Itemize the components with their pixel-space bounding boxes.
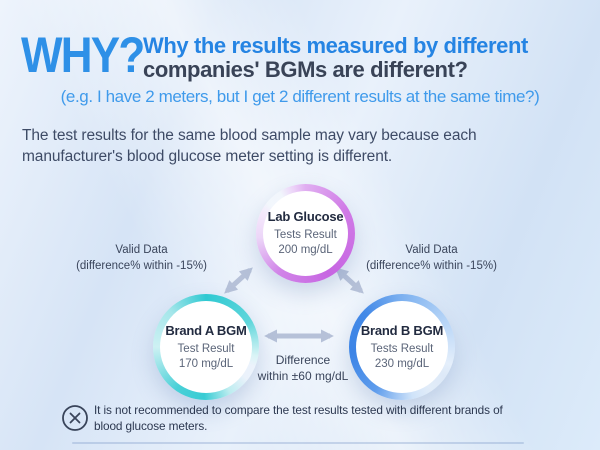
node-result-label: Tests Result	[274, 229, 337, 242]
note-text: It is not recommended to compare the tes…	[94, 403, 503, 434]
valid-data-right-line-1: Valid Data	[405, 244, 458, 256]
valid-data-left-line-1: Valid Data	[115, 244, 168, 256]
why-badge: WHY?	[21, 27, 145, 83]
subtitle: (e.g. I have 2 meters, but I get 2 diffe…	[60, 87, 540, 106]
difference-line-1: Difference	[275, 353, 331, 367]
node-lab-glucose-body: Lab Glucose Tests Result 200 mg/dL	[263, 191, 348, 276]
node-title: Lab Glucose	[267, 209, 344, 225]
node-result: Test Result 170 mg/dL	[178, 342, 235, 372]
valid-data-right-line-2: (difference% within -15%)	[366, 259, 497, 272]
node-lab-glucose: Lab Glucose Tests Result 200 mg/dL	[256, 184, 355, 283]
intro-line-2: manufacturer's blood glucose meter setti…	[22, 147, 393, 165]
node-result-label: Test Result	[177, 342, 235, 355]
node-title: Brand A BGM	[165, 322, 247, 338]
node-result-value: 170 mg/dL	[178, 357, 234, 370]
node-title: Brand B BGM	[360, 322, 444, 338]
node-brand-b-body: Brand B BGM Tests Result 230 mg/dL	[356, 301, 448, 393]
difference-line-2: within ±60 mg/dL	[257, 369, 349, 384]
note-line-2: blood glucose meters.	[94, 418, 208, 433]
title-line-1: Why the results measured by different	[143, 33, 528, 58]
valid-data-label-right: Valid Data (difference% within -15%)	[354, 243, 509, 274]
circle-x-icon	[62, 405, 88, 431]
note-line-1: It is not recommended to compare the tes…	[94, 403, 503, 417]
node-brand-a-bgm: Brand A BGM Test Result 170 mg/dL	[153, 294, 259, 400]
node-result-value: 230 mg/dL	[374, 357, 430, 370]
arrow-lab-to-brand-a-icon	[224, 267, 253, 294]
node-result: Tests Result 230 mg/dL	[371, 342, 434, 372]
difference-label: Difference within ±60 mg/dL	[236, 352, 370, 384]
title-line-2: companies' BGMs are different?	[143, 57, 468, 82]
bottom-divider	[72, 442, 524, 444]
intro-line-1: The test results for the same blood samp…	[22, 127, 477, 144]
valid-data-left-line-2: (difference% within -15%)	[76, 259, 207, 272]
valid-data-label-left: Valid Data (difference% within -15%)	[64, 243, 219, 274]
node-result-value: 200 mg/dL	[278, 244, 333, 256]
node-brand-a-body: Brand A BGM Test Result 170 mg/dL	[160, 301, 252, 393]
node-result-label: Tests Result	[370, 342, 434, 355]
intro-paragraph: The test results for the same blood samp…	[22, 126, 477, 168]
node-result: Tests Result 200 mg/dL	[274, 228, 337, 258]
node-brand-b-bgm: Brand B BGM Tests Result 230 mg/dL	[349, 294, 455, 400]
